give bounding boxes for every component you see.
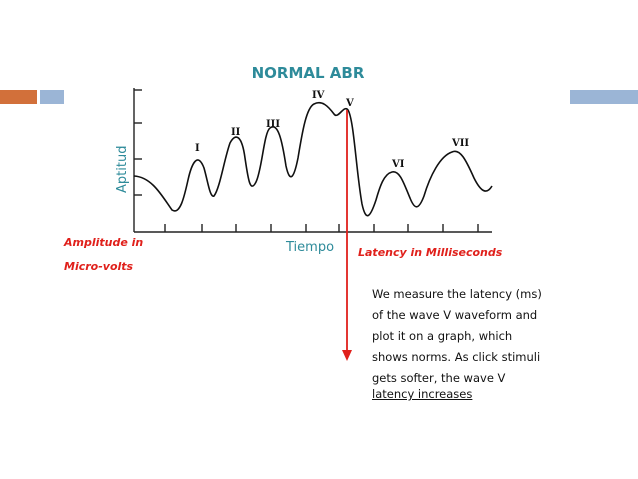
wave-label-ii: II — [231, 127, 241, 138]
description-line: We measure the latency (ms) — [372, 287, 542, 301]
latency-note: Latency in Milliseconds — [358, 246, 503, 259]
amplitude-note-line2: Micro-volts — [64, 260, 134, 273]
decor-bar-blue-left — [40, 90, 64, 104]
wave-label-v: V — [345, 98, 354, 109]
wave-label-iv: IV — [312, 90, 325, 101]
y-ticks — [134, 89, 142, 196]
x-ticks — [164, 224, 479, 232]
wave-label-vii: VII — [451, 138, 469, 149]
latency-marker-arrow — [342, 110, 352, 361]
description-line: of the wave V waveform and — [372, 308, 538, 322]
y-axis-label: Aptitud — [115, 146, 130, 193]
decor-bar-blue-right — [570, 90, 638, 104]
description-line: latency increases — [372, 387, 473, 401]
decor-bar-orange — [0, 90, 37, 104]
diagram-title: NORMAL ABR — [252, 64, 365, 82]
abr-waveform — [133, 101, 493, 217]
wave-label-vi: VI — [391, 159, 405, 170]
axes — [133, 88, 492, 233]
wave-label-i: I — [195, 143, 200, 154]
description-line: plot it on a graph, which — [372, 329, 513, 343]
description-line: gets softer, the wave V — [372, 371, 506, 385]
x-axis-label: Tiempo — [285, 240, 334, 255]
amplitude-note-line1: Amplitude in — [63, 236, 143, 249]
description-text: We measure the latency (ms) of the wave … — [372, 284, 582, 401]
wave-label-iii: III — [266, 119, 280, 130]
description-line: shows norms. As click stimuli — [372, 350, 541, 364]
